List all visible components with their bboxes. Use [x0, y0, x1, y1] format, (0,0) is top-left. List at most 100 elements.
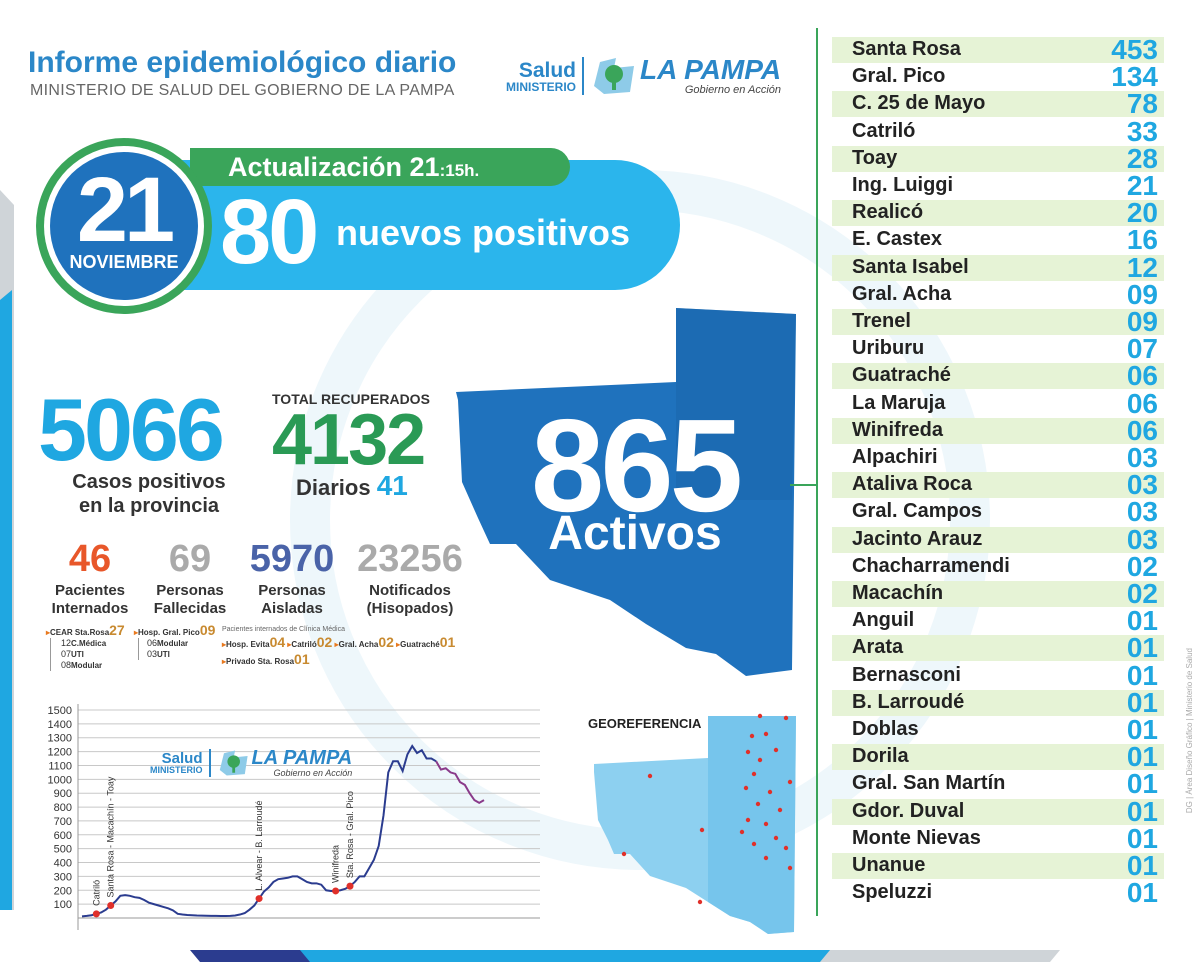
locality-name: Monte Nievas — [852, 826, 981, 849]
locality-name: Santa Rosa — [852, 38, 961, 60]
locality-count: 02 — [1126, 578, 1158, 609]
y-tick-label: 100 — [54, 899, 72, 911]
locality-name: Catriló — [852, 119, 916, 142]
locality-count: 21 — [1126, 170, 1158, 201]
province-map-active — [456, 308, 796, 676]
locality-row: Ataliva Roca 03 — [832, 471, 1164, 499]
chart-logo-pampa-text: LA PAMPA — [251, 747, 353, 769]
locality-name: Santa Isabel — [852, 255, 969, 278]
pico-uti-label: UTI — [157, 650, 170, 659]
cear-uti: 07 — [61, 649, 72, 659]
locality-name: Doblas — [852, 718, 919, 740]
cear-cm: 12 — [61, 638, 72, 648]
locality-name: Guatraché — [852, 364, 951, 387]
stat-deceased-label-2: Fallecidas — [153, 600, 227, 617]
privado-label: Privado Sta. Rosa — [226, 657, 295, 666]
locality-count: 78 — [1126, 88, 1158, 120]
y-tick-label: 900 — [54, 788, 72, 800]
locality-count: 03 — [1126, 523, 1158, 555]
catrilo-value: 02 — [316, 634, 333, 650]
total-positives-label-2: en la provincia — [78, 495, 220, 517]
locality-row: B. Larroudé 01 — [832, 688, 1164, 716]
evita-value: 04 — [269, 634, 286, 650]
locality-count: 09 — [1126, 306, 1158, 337]
recovered-title: TOTAL RECUPERADOS — [272, 391, 430, 407]
new-positives-label: nuevos positivos — [336, 212, 631, 253]
locality-row: Toay 28 — [832, 142, 1164, 174]
y-tick-label: 600 — [54, 830, 72, 842]
y-tick-label: 1400 — [48, 719, 72, 731]
page-title: Informe epidemiológico diario — [28, 46, 457, 79]
locality-name: Alpachiri — [852, 446, 938, 468]
new-positives-count: 80 — [220, 181, 319, 283]
annotation-marker — [346, 882, 354, 890]
recovered-daily: Diarios 41 — [296, 470, 408, 502]
stat-hospitalized-value: 46 — [68, 538, 112, 580]
total-positives-label: Casos positivos en la provincia — [38, 470, 260, 518]
chart-logo-salud-text: Salud — [161, 750, 203, 767]
locality-count: 134 — [1111, 61, 1158, 93]
stat-hospitalized-label-1: Pacientes — [54, 582, 126, 599]
catrilo-label: Catriló — [291, 640, 317, 649]
locality-row: Winifreda 06 — [832, 416, 1164, 444]
locality-count: 07 — [1126, 333, 1158, 365]
locality-count: 01 — [1126, 605, 1158, 637]
page-subtitle: MINISTERIO DE SALUD DEL GOBIERNO DE LA P… — [30, 82, 455, 99]
locality-count: 28 — [1126, 142, 1158, 174]
locality-count: 01 — [1126, 877, 1158, 909]
locality-name: Speluzzi — [852, 881, 933, 904]
locality-name: Jacinto Arauz — [852, 527, 983, 550]
y-tick-label: 300 — [54, 871, 72, 883]
ministry-logo: Salud MINISTERIO LA PAMPA Gobierno en Ac… — [506, 56, 781, 97]
locality-row: Chacharramendi 02 — [832, 552, 1164, 580]
stat-notified-label-1: Notificados — [369, 582, 451, 599]
chart-logo-ministerio-text: MINISTERIO — [150, 765, 203, 775]
recovered-daily-value: 41 — [376, 470, 408, 501]
acha-value: 02 — [378, 634, 394, 650]
y-tick-label: 500 — [54, 844, 72, 856]
recovered-daily-label: Diarios — [296, 475, 371, 500]
y-tick-label: 1300 — [48, 733, 72, 745]
locality-count: 03 — [1126, 442, 1158, 473]
locality-name: Dorila — [852, 745, 909, 768]
annotation-label: L. Alvear - B. Larroudé — [254, 801, 264, 891]
locality-row: Santa Isabel 12 — [832, 253, 1164, 281]
locality-name: E. Castex — [852, 228, 943, 251]
locality-row: Ing. Luiggi 21 — [832, 170, 1164, 201]
clinic-details: Pacientes internados de Clínica Médica ▸… — [222, 626, 456, 667]
locality-name: Gral. San Martín — [852, 772, 1006, 795]
pico-mod-label: Modular — [157, 639, 189, 648]
stat-notified-value: 23256 — [357, 538, 463, 580]
cear-mod: 08 — [61, 660, 72, 670]
locality-row: Anguil 01 — [832, 605, 1164, 637]
cear-cm-label: C.Médica — [71, 639, 107, 648]
y-tick-label: 1200 — [48, 747, 72, 759]
update-time: Actualización 21:15h. — [228, 152, 479, 183]
y-tick-label: 1000 — [48, 774, 72, 786]
locality-name: Ataliva Roca — [852, 473, 973, 496]
pico-label: Hosp. Gral. Pico — [138, 628, 200, 637]
y-tick-label: 800 — [54, 802, 72, 814]
privado-value: 01 — [294, 651, 310, 667]
active-cases-label: Activos — [548, 507, 722, 560]
locality-name: Winifreda — [852, 418, 943, 441]
stat-hospitalized-label-2: Internados — [51, 600, 129, 617]
locality-count: 09 — [1126, 278, 1158, 310]
recovered-count: 4132 — [272, 400, 426, 480]
locality-count: 06 — [1126, 387, 1158, 419]
list-divider-tick — [790, 484, 818, 486]
locality-name: Arata — [852, 636, 904, 659]
locality-count: 06 — [1126, 360, 1158, 392]
locality-row: Speluzzi 01 — [832, 877, 1164, 909]
date-month: NOVIEMBRE — [69, 252, 179, 272]
locality-name: Bernasconi — [852, 663, 961, 686]
guatrache-value: 01 — [439, 634, 456, 650]
date-badge — [50, 152, 198, 300]
cear-label: CEAR Sta.Rosa — [50, 628, 110, 637]
cear-uti-label: UTI — [71, 650, 84, 659]
locality-name: C. 25 de Mayo — [852, 92, 986, 115]
locality-count: 01 — [1126, 822, 1158, 854]
annotation-label: Winifreda — [331, 845, 341, 883]
georeference-label: GEOREFERENCIA — [588, 716, 702, 731]
